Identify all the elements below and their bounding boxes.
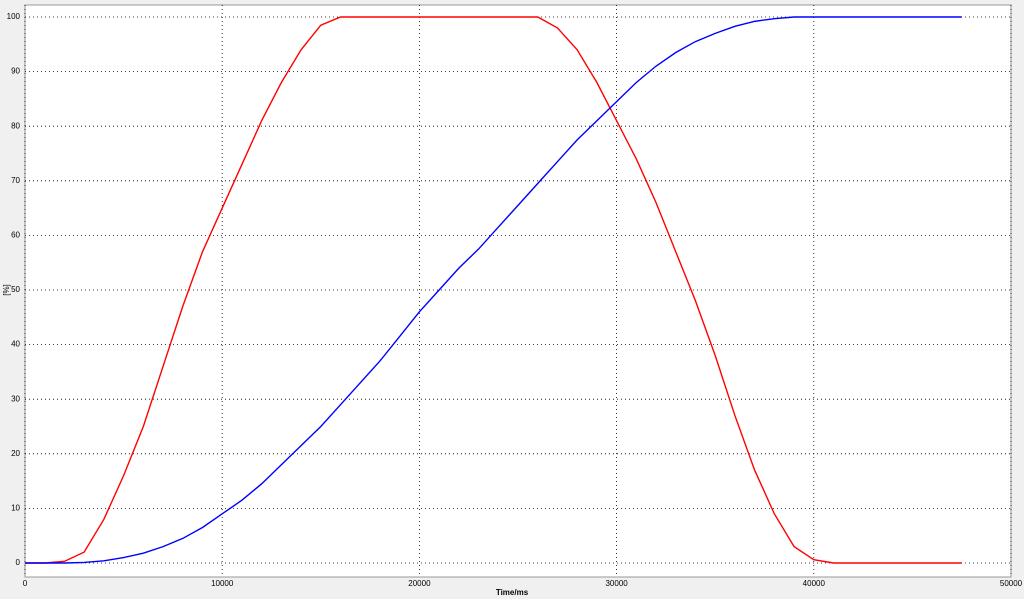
x-tick-label: 10000 [211, 579, 234, 588]
x-tick-label: 20000 [408, 579, 431, 588]
x-axis-label: Time/ms [496, 588, 529, 597]
y-tick-label: 20 [11, 449, 20, 458]
x-tick-label: 50000 [1000, 579, 1023, 588]
x-tick-label: 0 [23, 579, 28, 588]
y-tick-label: 90 [11, 67, 20, 76]
y-tick-label: 50 [11, 285, 20, 294]
y-tick-label: 80 [11, 121, 20, 130]
data-line [25, 16, 962, 564]
plot-area [24, 4, 1012, 578]
y-tick-label: 0 [16, 558, 21, 567]
x-tick-label: 40000 [803, 579, 826, 588]
y-tick-label: 30 [11, 394, 20, 403]
y-tick-label: 10 [11, 504, 20, 513]
x-tick-label: 30000 [605, 579, 628, 588]
y-tick-label: 100 [7, 12, 21, 21]
y-tick-label: 70 [11, 176, 20, 185]
y-tick-label: 40 [11, 340, 20, 349]
data-line [25, 16, 962, 564]
y-axis-label: [%] [2, 284, 11, 296]
y-tick-label: 60 [11, 231, 20, 240]
